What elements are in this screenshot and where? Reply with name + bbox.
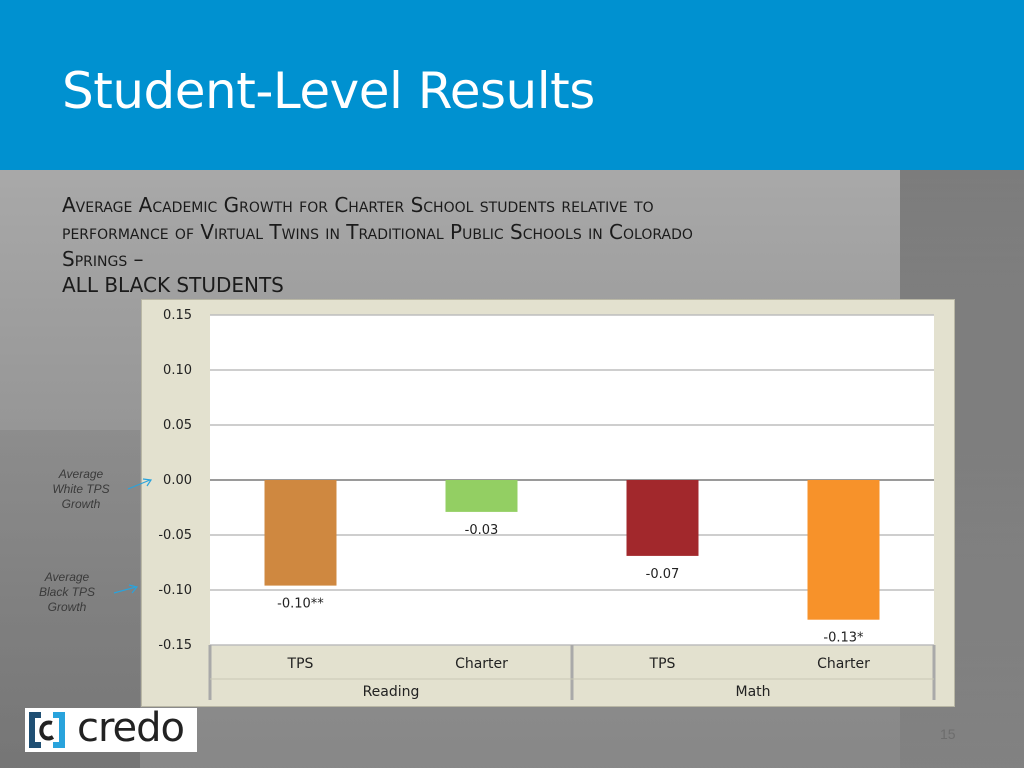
bar-value-label: -0.03 (465, 523, 499, 538)
x-tick-label: TPS (287, 656, 314, 672)
y-tick-label: -0.10 (158, 583, 192, 598)
x-tick-label: TPS (649, 656, 676, 672)
y-tick-label: 0.00 (163, 473, 192, 488)
y-tick-label: -0.05 (158, 528, 192, 543)
page-number: 15 (940, 726, 956, 742)
x-group-label: Math (735, 684, 770, 700)
arrow-head-black-tps (128, 584, 139, 594)
y-tick-label: 0.15 (163, 308, 192, 323)
bar-value-label: -0.10** (277, 597, 324, 612)
subtitle-group: ALL BLACK STUDENTS (62, 273, 284, 297)
annotation-white-line-1: Average (58, 467, 104, 481)
arrow-black-tps (113, 586, 137, 594)
x-tick-label: Charter (817, 656, 870, 672)
subtitle-line-1: Average Academic Growth for Charter Scho… (62, 193, 654, 217)
annotation-white-line-2: White TPS (52, 482, 110, 496)
annotation-black-line-1: Average (44, 570, 90, 584)
annotation-white-line-3: Growth (61, 497, 101, 511)
arrow-white-tps (127, 479, 151, 490)
annotation-black-line-2: Black TPS (38, 585, 95, 599)
slide-title: Student-Level Results (62, 62, 595, 120)
annotation-black-line-3: Growth (47, 600, 87, 614)
bar-value-label: -0.13* (823, 631, 864, 646)
subtitle-line-2: performance of Virtual Twins in Traditio… (62, 220, 693, 244)
credo-logo-text: credo (77, 705, 185, 751)
y-tick-label: 0.10 (163, 363, 192, 378)
credo-logo: credo (25, 705, 197, 752)
bar (626, 480, 699, 556)
annotation-white-tps: Average White TPS Growth (41, 467, 121, 512)
title-bar: Student-Level Results (0, 0, 1024, 170)
x-tick-label: Charter (455, 656, 508, 672)
arrow-head-white-tps (142, 478, 153, 487)
bar (807, 480, 880, 620)
credo-logo-icon (29, 712, 65, 748)
y-tick-label: 0.05 (163, 418, 192, 433)
bar-value-label: -0.07 (646, 567, 680, 582)
bar (445, 480, 518, 512)
bar (264, 480, 337, 586)
chart-subtitle: Average Academic Growth for Charter Scho… (62, 192, 922, 273)
annotation-black-tps: Average Black TPS Growth (27, 570, 107, 615)
y-tick-label: -0.15 (158, 638, 192, 653)
subtitle-line-3: Springs – (62, 247, 144, 271)
x-group-label: Reading (363, 684, 420, 700)
